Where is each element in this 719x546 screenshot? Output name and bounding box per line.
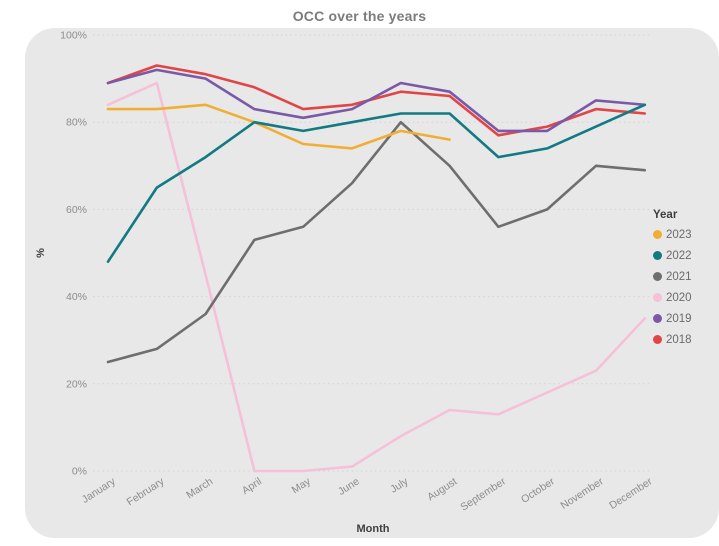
- y-axis-title: %: [35, 248, 47, 258]
- legend-label: 2022: [666, 249, 692, 262]
- y-tick-label: 100%: [60, 30, 87, 42]
- series-line-2021[interactable]: [106, 120, 647, 364]
- series-line-2018[interactable]: [106, 64, 647, 137]
- x-tick-label: May: [290, 475, 314, 496]
- x-tick-label: July: [388, 475, 411, 496]
- y-tick-label: 60%: [66, 204, 87, 216]
- series-line-2023[interactable]: [106, 103, 451, 150]
- legend-label: 2021: [666, 270, 692, 283]
- y-tick-labels-group: 0% 20% 40% 60% 80% 100%: [60, 30, 87, 478]
- x-axis-title: Month: [357, 523, 390, 535]
- series-line-2022[interactable]: [106, 103, 647, 264]
- x-tick-labels-group: January February March April May June July Augu…: [80, 475, 655, 513]
- x-tick-label: August: [425, 475, 459, 503]
- x-tick-label: December: [607, 475, 655, 512]
- legend-swatch-icon: [653, 230, 662, 239]
- legend-item-2020[interactable]: 2020: [653, 287, 717, 308]
- y-tick-label: 40%: [66, 291, 87, 303]
- x-tick-label: September: [458, 475, 508, 513]
- y-tick-label: 20%: [66, 378, 87, 390]
- legend-item-2019[interactable]: 2019: [653, 308, 717, 329]
- x-tick-label: June: [336, 475, 362, 498]
- x-tick-label: March: [184, 475, 215, 501]
- legend-swatch-icon: [653, 251, 662, 260]
- legend-label: 2023: [666, 228, 692, 241]
- legend-label: 2018: [666, 333, 692, 346]
- legend-label: 2019: [666, 312, 692, 325]
- legend-swatch-icon: [653, 314, 662, 323]
- x-tick-label: October: [519, 475, 557, 506]
- y-tick-label: 0%: [72, 466, 87, 478]
- legend-title: Year: [653, 209, 678, 221]
- chart-title: OCC over the years: [292, 8, 427, 24]
- legend-swatch-icon: [653, 293, 662, 302]
- legend-label: 2020: [666, 291, 692, 304]
- legend-item-2022[interactable]: 2022: [653, 245, 717, 266]
- series-line-2020[interactable]: [106, 81, 647, 473]
- legend-item-2021[interactable]: 2021: [653, 266, 717, 287]
- legend-item-2023[interactable]: 2023: [653, 224, 717, 245]
- series-line-2019[interactable]: [106, 68, 647, 133]
- x-tick-label: November: [558, 475, 606, 512]
- x-tick-label: January: [80, 475, 118, 506]
- x-tick-label: February: [125, 475, 167, 508]
- y-tick-label: 80%: [66, 117, 87, 129]
- legend-item-2018[interactable]: 2018: [653, 329, 717, 350]
- legend-swatch-icon: [653, 272, 662, 281]
- series-group: [106, 64, 647, 473]
- legend-swatch-icon: [653, 335, 662, 344]
- x-tick-label: April: [240, 475, 264, 497]
- legend: Year 2023 2022 2021 2020 2019 2018: [653, 209, 717, 350]
